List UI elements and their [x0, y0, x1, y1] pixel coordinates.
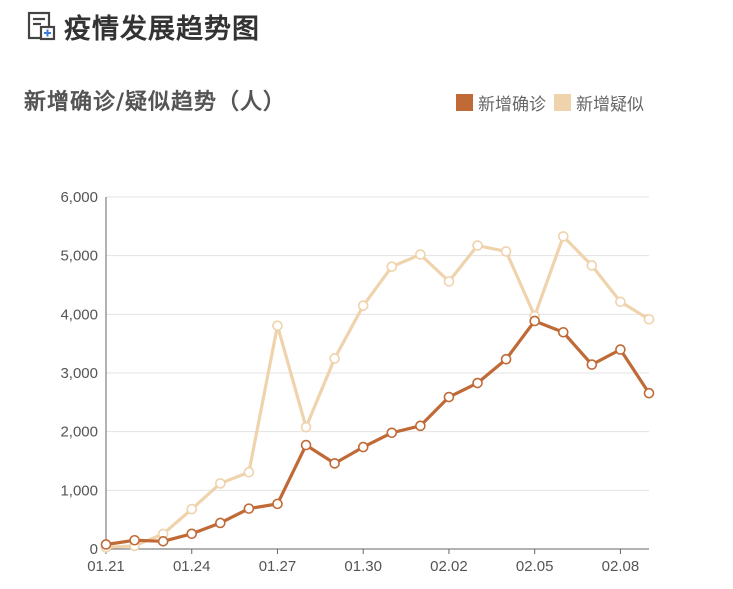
data-point-suspected [186, 503, 198, 515]
data-point-confirmed [500, 353, 512, 365]
data-point-confirmed [300, 439, 312, 451]
header: 疫情发展趋势图 [26, 6, 260, 46]
legend-label-confirmed: 新增确诊 [478, 95, 546, 115]
data-point-confirmed [272, 498, 283, 510]
data-point-suspected [386, 261, 398, 272]
legend-item-suspected[interactable]: 新增疑似 [554, 90, 644, 115]
data-point-suspected [443, 276, 455, 287]
data-point-confirmed [586, 359, 598, 370]
data-point-confirmed [415, 420, 426, 432]
legend-swatch-confirmed [456, 94, 473, 111]
series-line-suspected [105, 234, 650, 550]
y-tick-label: 4,000 [60, 306, 98, 323]
data-point-confirmed [129, 534, 140, 546]
data-point-confirmed [157, 536, 169, 547]
data-point-confirmed [100, 539, 112, 550]
data-point-suspected [557, 231, 569, 242]
x-tick-label: 01.24 [173, 558, 211, 575]
y-tick-label: 2,000 [60, 424, 98, 441]
x-tick-label: 01.21 [87, 558, 125, 575]
document-chart-icon [27, 11, 56, 41]
y-tick-label: 6,000 [60, 189, 98, 206]
legend-label-suspected: 新增疑似 [576, 95, 644, 115]
legend-swatch-suspected [554, 94, 571, 111]
data-point-confirmed [215, 517, 226, 529]
data-point-suspected [472, 240, 483, 251]
x-tick-label: 02.08 [602, 558, 640, 575]
data-point-confirmed [557, 326, 569, 338]
data-point-suspected [643, 313, 655, 325]
data-point-confirmed [329, 458, 340, 469]
x-tick-label: 01.30 [344, 558, 382, 575]
legend-item-confirmed[interactable]: 新增确诊 [456, 90, 546, 115]
x-tick-label: 02.05 [516, 558, 554, 575]
y-tick-label: 3,000 [60, 365, 98, 382]
x-tick-label: 01.27 [259, 558, 297, 575]
data-point-confirmed [186, 528, 198, 540]
data-point-confirmed [357, 441, 369, 453]
legend: 新增确诊 新增疑似 [456, 90, 652, 115]
data-point-suspected [300, 421, 312, 433]
data-point-confirmed [529, 315, 540, 327]
chart-title: 新增确诊/疑似趋势（人） [24, 90, 287, 115]
y-tick-label: 1,000 [60, 482, 98, 499]
data-point-suspected [415, 249, 426, 260]
data-point-confirmed [243, 503, 255, 514]
data-point-suspected [357, 300, 369, 311]
data-point-confirmed [443, 391, 455, 403]
data-point-suspected [243, 466, 255, 478]
data-point-suspected [215, 478, 226, 489]
data-point-suspected [586, 260, 598, 271]
data-point-confirmed [615, 344, 626, 355]
data-point-suspected [329, 353, 340, 364]
data-point-suspected [272, 320, 283, 332]
data-point-suspected [615, 296, 626, 308]
data-point-confirmed [386, 427, 398, 439]
y-tick-label: 0 [90, 541, 98, 558]
x-tick-label: 02.02 [430, 558, 468, 575]
data-point-confirmed [472, 377, 483, 389]
data-point-confirmed [643, 387, 655, 399]
page-title: 疫情发展趋势图 [64, 13, 260, 45]
data-point-suspected [500, 246, 512, 257]
y-tick-label: 5,000 [60, 248, 98, 265]
